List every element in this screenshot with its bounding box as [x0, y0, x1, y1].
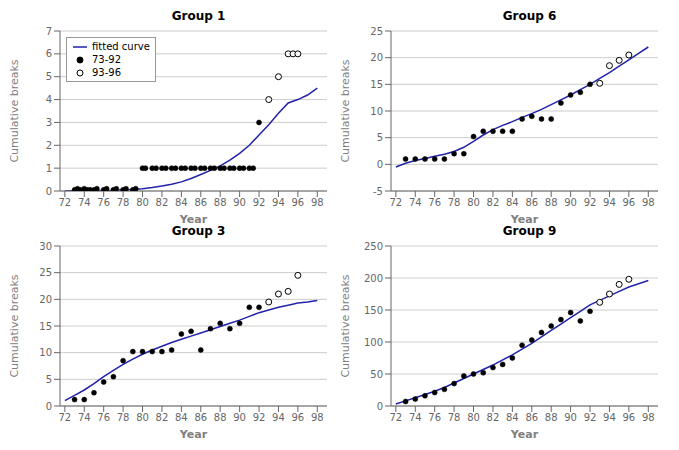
svg-text:Year: Year [179, 428, 208, 438]
svg-text:90: 90 [564, 197, 577, 208]
svg-text:86: 86 [194, 197, 207, 208]
svg-text:15: 15 [39, 321, 52, 332]
html-text:fitted curve: fitted curve [92, 41, 150, 52]
svg-text:76: 76 [97, 197, 110, 208]
html-text:Group 1: Group 1 [171, 9, 226, 23]
svg-text:72: 72 [58, 197, 71, 208]
svg-text:78: 78 [117, 197, 130, 208]
svg-text:96: 96 [292, 197, 305, 208]
svg-text:82: 82 [487, 412, 500, 423]
svg-text:94: 94 [603, 197, 616, 208]
svg-text:84: 84 [506, 197, 519, 208]
svg-text:5: 5 [377, 132, 383, 143]
svg-text:250: 250 [364, 241, 383, 252]
svg-text:94: 94 [272, 412, 285, 423]
svg-text:90: 90 [233, 412, 246, 423]
svg-text:84: 84 [175, 197, 188, 208]
svg-text:78: 78 [117, 412, 130, 423]
svg-text:76: 76 [428, 412, 441, 423]
svg-text:30: 30 [39, 241, 52, 252]
svg-text:88: 88 [214, 412, 227, 423]
svg-text:20: 20 [370, 52, 383, 63]
svg-text:Year: Year [510, 428, 539, 438]
svg-text:100: 100 [364, 337, 383, 348]
svg-text:-5: -5 [373, 186, 383, 197]
svg-text:98: 98 [311, 197, 324, 208]
svg-text:98: 98 [642, 412, 655, 423]
svg-text:6: 6 [46, 48, 52, 59]
svg-text:98: 98 [642, 197, 655, 208]
svg-text:76: 76 [97, 412, 110, 423]
svg-text:98: 98 [311, 412, 324, 423]
svg-text:96: 96 [292, 412, 305, 423]
svg-text:200: 200 [364, 273, 383, 284]
svg-text:92: 92 [584, 412, 597, 423]
svg-text:94: 94 [272, 197, 285, 208]
svg-text:15: 15 [370, 79, 383, 90]
svg-text:Cumulative breaks: Cumulative breaks [339, 59, 352, 162]
svg-text:0: 0 [46, 186, 52, 197]
svg-text:Cumulative breaks: Cumulative breaks [8, 59, 21, 162]
svg-text:90: 90 [233, 197, 246, 208]
svg-text:86: 86 [194, 412, 207, 423]
svg-text:72: 72 [58, 412, 71, 423]
svg-text:92: 92 [253, 412, 266, 423]
svg-text:96: 96 [623, 412, 636, 423]
svg-text:78: 78 [448, 197, 461, 208]
svg-text:4: 4 [46, 94, 52, 105]
svg-text:72: 72 [389, 197, 402, 208]
svg-text:5: 5 [46, 71, 52, 82]
svg-text:74: 74 [78, 197, 91, 208]
svg-text:5: 5 [46, 374, 52, 385]
svg-text:0: 0 [377, 401, 383, 412]
svg-text:50: 50 [370, 369, 383, 380]
svg-text:92: 92 [584, 197, 597, 208]
html-text:Group 6: Group 6 [502, 9, 557, 23]
svg-text:86: 86 [525, 412, 538, 423]
svg-text:7: 7 [46, 26, 52, 37]
svg-text:74: 74 [409, 197, 422, 208]
svg-text:Year: Year [510, 213, 539, 223]
svg-text:25: 25 [39, 267, 52, 278]
svg-text:78: 78 [448, 412, 461, 423]
svg-text:84: 84 [506, 412, 519, 423]
svg-text:92: 92 [253, 197, 266, 208]
svg-text:150: 150 [364, 305, 383, 316]
svg-text:76: 76 [428, 197, 441, 208]
svg-text:80: 80 [136, 412, 149, 423]
svg-text:72: 72 [389, 412, 402, 423]
svg-text:88: 88 [214, 197, 227, 208]
svg-text:86: 86 [525, 197, 538, 208]
html-text:Group 3: Group 3 [171, 224, 226, 238]
html-text:93-96: 93-96 [92, 67, 122, 78]
svg-text:82: 82 [156, 197, 169, 208]
svg-text:Cumulative breaks: Cumulative breaks [339, 274, 352, 377]
html-text:73-92: 73-92 [92, 54, 122, 65]
svg-text:88: 88 [545, 197, 558, 208]
svg-text:80: 80 [136, 197, 149, 208]
svg-text:74: 74 [78, 412, 91, 423]
html-text:Group 9: Group 9 [502, 224, 557, 238]
svg-text:Cumulative breaks: Cumulative breaks [8, 274, 21, 377]
svg-text:96: 96 [623, 197, 636, 208]
svg-text:2: 2 [46, 140, 52, 151]
svg-text:25: 25 [370, 26, 383, 37]
svg-text:3: 3 [46, 117, 52, 128]
svg-text:74: 74 [409, 412, 422, 423]
svg-text:88: 88 [545, 412, 558, 423]
svg-text:0: 0 [377, 159, 383, 170]
svg-text:Year: Year [179, 213, 208, 223]
svg-text:10: 10 [370, 106, 383, 117]
svg-text:84: 84 [175, 412, 188, 423]
svg-text:10: 10 [39, 347, 52, 358]
svg-text:90: 90 [564, 412, 577, 423]
svg-text:0: 0 [46, 401, 52, 412]
svg-text:80: 80 [467, 197, 480, 208]
svg-text:80: 80 [467, 412, 480, 423]
svg-text:82: 82 [487, 197, 500, 208]
svg-text:1: 1 [46, 163, 52, 174]
svg-text:82: 82 [156, 412, 169, 423]
svg-text:94: 94 [603, 412, 616, 423]
svg-text:20: 20 [39, 294, 52, 305]
